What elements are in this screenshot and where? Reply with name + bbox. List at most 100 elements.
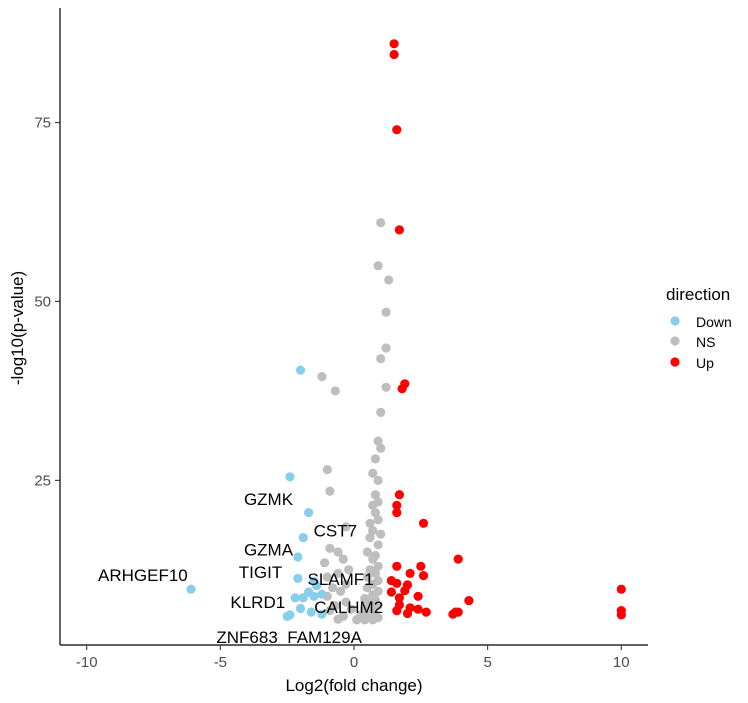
point-up-16 bbox=[392, 578, 402, 589]
point-ns-26 bbox=[365, 533, 375, 543]
x-tick-label: 10 bbox=[613, 654, 630, 671]
legend-title: direction bbox=[666, 285, 730, 304]
point-ns-9 bbox=[376, 407, 386, 417]
point-ns-27 bbox=[373, 540, 383, 550]
point-down-8 bbox=[312, 581, 322, 591]
point-up-31 bbox=[448, 609, 458, 619]
point-up-2 bbox=[392, 125, 402, 135]
point-ns-4 bbox=[381, 343, 391, 353]
point-ns-60 bbox=[325, 606, 335, 616]
point-ns-28 bbox=[325, 543, 335, 554]
gene-label-fam129a: FAM129A bbox=[287, 628, 362, 647]
point-ns-33 bbox=[368, 554, 378, 564]
point-up-8 bbox=[392, 507, 402, 518]
point-ns-13 bbox=[322, 465, 332, 475]
point-up-11 bbox=[392, 561, 402, 571]
labels-layer: GZMK CST7 GZMA ARHGEF10 TIGIT SLAMF1 KLRD1 CALH… bbox=[98, 490, 383, 647]
point-ns-12 bbox=[370, 454, 380, 464]
point-ns-23 bbox=[341, 522, 351, 532]
point-ns-10 bbox=[373, 436, 383, 446]
point-ns-29 bbox=[333, 547, 343, 557]
point-ns-30 bbox=[362, 547, 372, 557]
point-ns-21 bbox=[373, 515, 383, 525]
point-down-12 bbox=[290, 593, 300, 603]
legend-swatch-ns bbox=[670, 336, 680, 346]
point-ns-71 bbox=[368, 615, 378, 625]
y-tick-label: 25 bbox=[34, 472, 51, 489]
y-tick-label: 50 bbox=[34, 293, 51, 310]
point-up-21 bbox=[394, 593, 404, 603]
point-up-0 bbox=[389, 39, 399, 49]
point-up-1 bbox=[389, 49, 399, 60]
point-ns-69 bbox=[360, 615, 370, 625]
point-down-3 bbox=[304, 507, 314, 518]
gene-label-tigit: TIGIT bbox=[239, 563, 282, 582]
legend-swatch-down bbox=[670, 316, 680, 326]
points-layer bbox=[186, 39, 626, 625]
point-up-5 bbox=[397, 384, 407, 394]
gene-label-gzma: GZMA bbox=[244, 541, 294, 560]
point-ns-14 bbox=[368, 468, 378, 478]
point-ns-41 bbox=[362, 572, 372, 582]
gene-label-znf683: ZNF683 bbox=[216, 628, 277, 647]
ticks-layer: -10 -5 0 5 10 25 50 75 bbox=[34, 115, 629, 671]
point-up-3 bbox=[394, 225, 404, 235]
point-ns-5 bbox=[376, 354, 386, 364]
x-tick-label: 0 bbox=[350, 654, 358, 671]
point-up-27 bbox=[421, 607, 431, 617]
point-ns-7 bbox=[330, 386, 340, 396]
point-down-13 bbox=[317, 589, 327, 599]
gene-label-calhm2: CALHM2 bbox=[314, 598, 383, 617]
point-ns-11 bbox=[376, 443, 386, 453]
point-ns-46 bbox=[362, 583, 372, 593]
point-ns-15 bbox=[373, 475, 383, 485]
y-tick-label: 75 bbox=[34, 115, 51, 132]
gene-label-slamf1: SLAMF1 bbox=[308, 570, 374, 589]
point-up-14 bbox=[418, 571, 429, 581]
point-ns-22 bbox=[365, 518, 375, 528]
point-up-13 bbox=[405, 568, 415, 579]
point-down-18 bbox=[282, 611, 292, 622]
y-axis-title: -log10(p-value) bbox=[8, 271, 27, 385]
legend-swatch-up bbox=[670, 357, 680, 367]
point-ns-20 bbox=[370, 507, 380, 518]
point-up-34 bbox=[616, 610, 626, 620]
point-down-0 bbox=[186, 584, 196, 594]
point-up-7 bbox=[392, 500, 402, 510]
axes-layer bbox=[59, 8, 648, 646]
point-ns-39 bbox=[370, 568, 380, 579]
point-ns-45 bbox=[328, 583, 338, 593]
point-down-11 bbox=[298, 593, 308, 603]
point-up-26 bbox=[392, 606, 402, 616]
x-axis-title: Log2(fold change) bbox=[285, 676, 422, 695]
point-up-6 bbox=[394, 490, 404, 500]
point-ns-34 bbox=[320, 558, 330, 568]
point-ns-3 bbox=[381, 307, 391, 317]
point-down-6 bbox=[293, 573, 303, 584]
point-down-17 bbox=[317, 609, 327, 619]
point-ns-36 bbox=[344, 565, 354, 575]
point-ns-68 bbox=[333, 614, 343, 624]
point-ns-32 bbox=[338, 554, 348, 564]
point-up-22 bbox=[464, 596, 474, 606]
legend-label-up: Up bbox=[696, 355, 714, 371]
point-ns-19 bbox=[368, 500, 378, 510]
legend: direction Down NS Up bbox=[666, 285, 732, 371]
point-up-30 bbox=[402, 608, 413, 619]
point-down-1 bbox=[285, 472, 295, 482]
point-ns-58 bbox=[346, 604, 356, 614]
point-up-9 bbox=[418, 518, 429, 528]
x-tick-label: 5 bbox=[483, 654, 491, 671]
point-down-14 bbox=[295, 603, 306, 614]
x-tick-label: -10 bbox=[76, 654, 98, 671]
point-down-10 bbox=[309, 591, 319, 601]
point-ns-8 bbox=[381, 382, 391, 392]
point-ns-0 bbox=[376, 218, 386, 228]
point-ns-43 bbox=[341, 579, 351, 589]
gene-label-klrd1: KLRD1 bbox=[230, 593, 285, 612]
point-up-19 bbox=[386, 587, 396, 597]
point-ns-70 bbox=[352, 615, 362, 625]
legend-label-down: Down bbox=[696, 314, 732, 330]
point-ns-24 bbox=[368, 525, 378, 536]
